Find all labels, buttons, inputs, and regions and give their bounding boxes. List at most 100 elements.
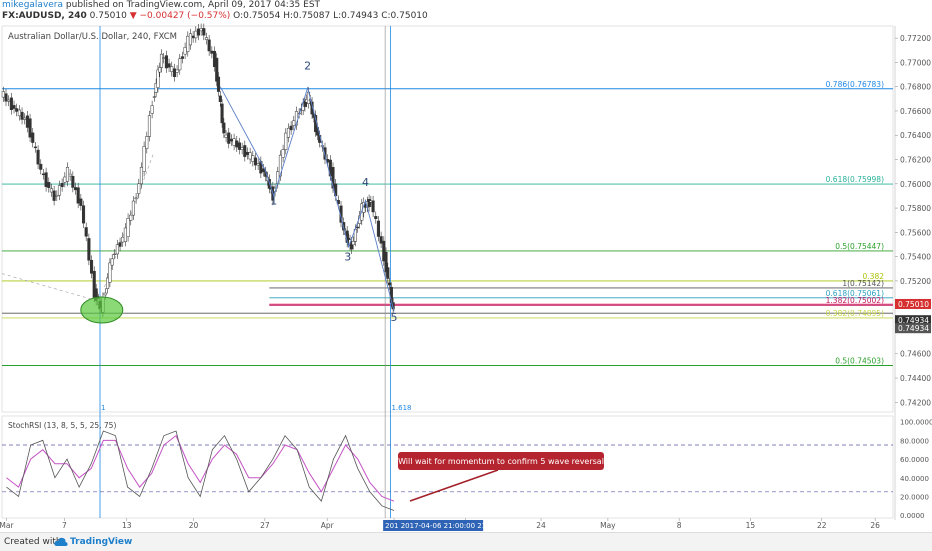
stoch-tick-label: 20.0000 bbox=[900, 493, 929, 501]
footer-bar: Created with TradingView bbox=[0, 532, 932, 551]
candle bbox=[349, 241, 354, 250]
x-tick-label: 13 bbox=[122, 521, 132, 530]
candle bbox=[292, 120, 296, 126]
candle bbox=[4, 93, 8, 102]
y-tick-label: 0.74200 bbox=[900, 398, 931, 407]
candle bbox=[110, 258, 114, 266]
candle bbox=[139, 167, 143, 185]
candle bbox=[49, 188, 54, 193]
candle bbox=[76, 187, 80, 204]
wave-label: 3 bbox=[344, 250, 351, 263]
chart-title: Australian Dollar/U.S. Dollar, 240, FXCM bbox=[8, 32, 177, 42]
candle bbox=[89, 260, 94, 274]
candle bbox=[41, 173, 45, 176]
candle bbox=[145, 136, 149, 149]
candle bbox=[199, 28, 203, 32]
fib-time-label: 1.618 bbox=[391, 404, 411, 412]
candle bbox=[222, 122, 226, 134]
price-badge bbox=[895, 298, 931, 309]
candle bbox=[71, 176, 75, 188]
candle bbox=[371, 200, 375, 213]
candle bbox=[235, 140, 239, 148]
tradingview-logo[interactable]: TradingView bbox=[54, 535, 144, 549]
candle bbox=[25, 115, 29, 128]
candle bbox=[129, 214, 133, 221]
candle bbox=[113, 253, 117, 256]
candle bbox=[52, 190, 56, 201]
candle bbox=[178, 58, 182, 71]
x-tick-label: 8 bbox=[677, 521, 682, 530]
y-tick-label: 0.74400 bbox=[900, 374, 931, 383]
candle bbox=[229, 138, 233, 142]
candle bbox=[28, 118, 32, 138]
candle bbox=[232, 138, 236, 146]
candle bbox=[286, 127, 291, 138]
candle bbox=[376, 220, 380, 237]
candle bbox=[162, 57, 166, 59]
candle bbox=[118, 242, 122, 247]
fib-time-label: 1 bbox=[101, 404, 105, 412]
candle bbox=[63, 176, 67, 183]
candle bbox=[196, 28, 201, 36]
price-badge bbox=[895, 315, 931, 326]
candle bbox=[237, 142, 242, 150]
ohlc-values: O:0.75054 H:0.75087 L:0.74943 C:0.75010 bbox=[233, 11, 428, 21]
y-tick-label: 0.76800 bbox=[900, 83, 931, 92]
candle bbox=[164, 55, 168, 69]
candle bbox=[60, 183, 64, 187]
candle bbox=[31, 132, 35, 143]
candle bbox=[65, 167, 70, 182]
candle bbox=[57, 185, 62, 196]
stoch-k-line bbox=[6, 430, 395, 511]
candle bbox=[210, 50, 214, 54]
stoch-tick-label: 60.0000 bbox=[900, 456, 929, 464]
last-price: 0.75010 bbox=[89, 11, 127, 21]
candle bbox=[121, 236, 125, 243]
wave-label: 1 bbox=[270, 194, 277, 207]
y-tick-label: 0.76400 bbox=[900, 131, 931, 140]
candle bbox=[224, 134, 228, 138]
y-tick-label: 0.75600 bbox=[900, 228, 931, 237]
candle bbox=[79, 198, 83, 206]
candle bbox=[216, 76, 221, 92]
candle bbox=[158, 67, 162, 73]
fib-label: 0.382 bbox=[863, 272, 885, 281]
candle bbox=[379, 236, 383, 244]
published-text: published on TradingView.com, April 09, … bbox=[65, 0, 321, 10]
candle bbox=[220, 103, 224, 124]
candle bbox=[207, 39, 211, 52]
candle bbox=[1, 91, 5, 98]
candle bbox=[167, 63, 171, 68]
price-pane[interactable] bbox=[1, 25, 894, 413]
candle bbox=[39, 163, 43, 170]
symbol-label: FX:AUDUSD, 240 bbox=[2, 11, 87, 21]
candle bbox=[384, 252, 388, 273]
wave-label: 5 bbox=[391, 311, 398, 324]
created-with-text: Created with bbox=[4, 537, 62, 547]
crosshair-date-badge bbox=[383, 520, 484, 531]
candle bbox=[351, 241, 355, 245]
stoch-tick-label: 0.0000 bbox=[900, 512, 925, 520]
candle bbox=[253, 157, 258, 166]
candle bbox=[123, 227, 127, 242]
author-link[interactable]: mikegalavera bbox=[2, 0, 64, 10]
candle bbox=[256, 163, 260, 166]
projection-line bbox=[1, 273, 101, 302]
wave-path bbox=[219, 86, 266, 170]
y-tick-label: 0.77000 bbox=[900, 58, 931, 67]
x-tick-label: 26 bbox=[870, 521, 880, 530]
price-badge-label: 0.74934 bbox=[898, 316, 929, 325]
wave-label: 2 bbox=[304, 60, 311, 73]
x-tick-label: 22 bbox=[817, 521, 827, 530]
x-tick-label: 27 bbox=[260, 521, 270, 530]
candle bbox=[175, 69, 179, 73]
candle bbox=[188, 33, 192, 46]
candle bbox=[68, 173, 72, 177]
candle bbox=[108, 262, 112, 283]
price-change: ▼ −0.00427 (−0.57%) bbox=[129, 11, 231, 21]
annotation-box[interactable] bbox=[398, 452, 604, 470]
candle bbox=[36, 149, 40, 165]
chart-canvas[interactable]: Australian Dollar/U.S. Dollar, 240, FXCM… bbox=[0, 0, 932, 532]
candle bbox=[47, 182, 51, 188]
y-tick-label: 0.76000 bbox=[900, 180, 931, 189]
